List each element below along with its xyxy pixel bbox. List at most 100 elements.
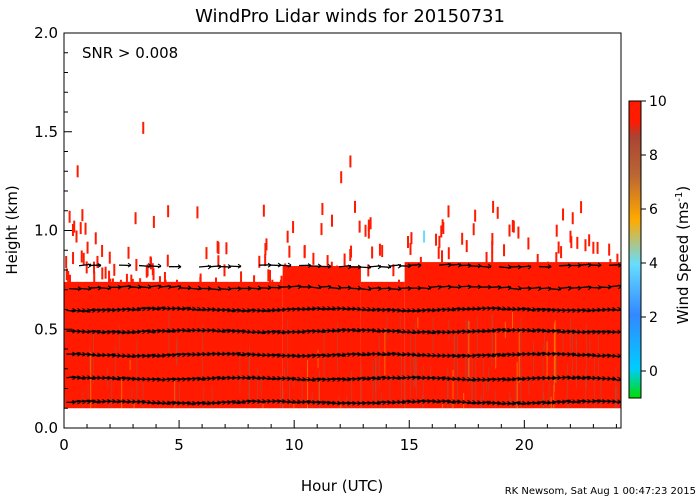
scatter-cell [441, 250, 444, 263]
y-axis-label: Height (km) [3, 185, 21, 274]
scatter-cell [461, 232, 464, 245]
heatmap-streak [468, 320, 470, 381]
heatmap-streak [262, 400, 264, 409]
x-tick-label: 5 [174, 436, 184, 454]
scatter-cells [65, 121, 619, 292]
scatter-cell [528, 268, 531, 281]
scatter-cell [343, 253, 346, 266]
colorbar-label-end: ) [674, 186, 692, 192]
heatmap-streak [544, 327, 546, 351]
scatter-cell [67, 279, 70, 292]
scatter-cell [608, 243, 611, 256]
scatter-cell [264, 243, 267, 256]
heatmap-streak [337, 322, 339, 374]
scatter-cell [68, 274, 71, 287]
heatmap-streak [615, 387, 617, 409]
scatter-cell [93, 271, 96, 284]
heatmap-block [64, 281, 283, 409]
scatter-cell [326, 255, 329, 268]
scatter-cell [196, 206, 199, 219]
scatter-cell [602, 277, 605, 290]
scatter-cell [441, 219, 444, 232]
wind-arrow-head [597, 262, 602, 268]
heatmap-streak [475, 359, 477, 409]
wind-arrow-head [237, 263, 242, 269]
colorbar-tick-label: 10 [649, 94, 667, 110]
wind-arrow [389, 288, 402, 291]
scatter-cell [571, 212, 574, 225]
scatter-cell [417, 278, 420, 291]
scatter-cell [82, 252, 85, 265]
scatter-cell [392, 264, 395, 277]
scatter-cell [568, 273, 571, 286]
wind-arrow-head [287, 262, 292, 268]
scatter-cell [130, 274, 133, 287]
wind-arrow-head [97, 263, 102, 268]
x-tick-label: 20 [515, 436, 534, 454]
wind-arrow [128, 286, 142, 289]
heatmap-streak [158, 400, 160, 409]
scatter-cell [584, 239, 587, 252]
heatmap-streak [615, 366, 617, 409]
scatter-cell [151, 263, 154, 276]
heatmap-block [404, 262, 621, 409]
scatter-cell [336, 265, 339, 278]
scatter-cell [65, 255, 68, 268]
wind-arrow-head [127, 262, 132, 268]
scatter-cell [358, 220, 361, 233]
heatmap-streak [90, 352, 92, 409]
scatter-cell [92, 261, 95, 274]
scatter-cell [492, 200, 495, 213]
scatter-cell [438, 235, 441, 248]
scatter-cell [410, 232, 413, 245]
scatter-cell [330, 261, 333, 274]
heatmap-streak [413, 352, 415, 389]
scatter-cell [588, 234, 591, 247]
scatter-cell [108, 251, 111, 264]
scatter-cell [566, 266, 569, 279]
heatmap-streak [129, 359, 131, 370]
heatmap-streak [516, 362, 518, 409]
heatmap-streak [386, 314, 388, 343]
heatmap-streak [384, 328, 386, 376]
heatmap-streak [411, 406, 413, 409]
scatter-cell [447, 205, 450, 218]
heatmap-streak [553, 323, 555, 392]
scatter-cell [369, 217, 372, 230]
scatter-cell [585, 279, 588, 292]
scatter-cell [450, 263, 453, 276]
scatter-cell [217, 255, 220, 268]
scatter-cell [96, 255, 99, 268]
scatter-cell [537, 264, 540, 277]
scatter-cell [593, 279, 596, 292]
colorbar-tick-label: 0 [649, 364, 658, 380]
heatmap-streak [279, 373, 281, 408]
scatter-cell [517, 226, 520, 239]
scatter-cell [305, 277, 308, 290]
scatter-cell [580, 201, 583, 214]
scatter-cell [104, 266, 107, 279]
colorbar-gradient [628, 100, 642, 399]
heatmap-streak [511, 312, 513, 331]
colorbar-label-main: Wind Speed (ms [674, 201, 692, 324]
y-axis: 0.0 0.5 1.0 1.5 2.0 [34, 24, 72, 437]
heatmap-streak [480, 395, 482, 409]
heatmap-streak [465, 319, 467, 332]
scatter-cell [560, 246, 563, 259]
wind-arrow-head [547, 264, 552, 269]
heatmap-streak [553, 385, 555, 409]
heatmap-streak [319, 370, 321, 409]
scatter-cell [101, 244, 104, 257]
scatter-cell [546, 261, 549, 274]
heatmap-streak [389, 373, 391, 404]
wind-arrow [519, 265, 532, 268]
plot-area [64, 121, 622, 409]
scatter-cell [485, 270, 488, 283]
wind-arrow-head [417, 263, 422, 268]
heatmap-streak [64, 317, 66, 345]
heatmap-streak [593, 402, 595, 409]
wind-arrow-head [617, 353, 621, 359]
heatmap-streak [121, 377, 123, 409]
scatter-cell [502, 279, 505, 292]
scatter-cell [592, 241, 595, 254]
